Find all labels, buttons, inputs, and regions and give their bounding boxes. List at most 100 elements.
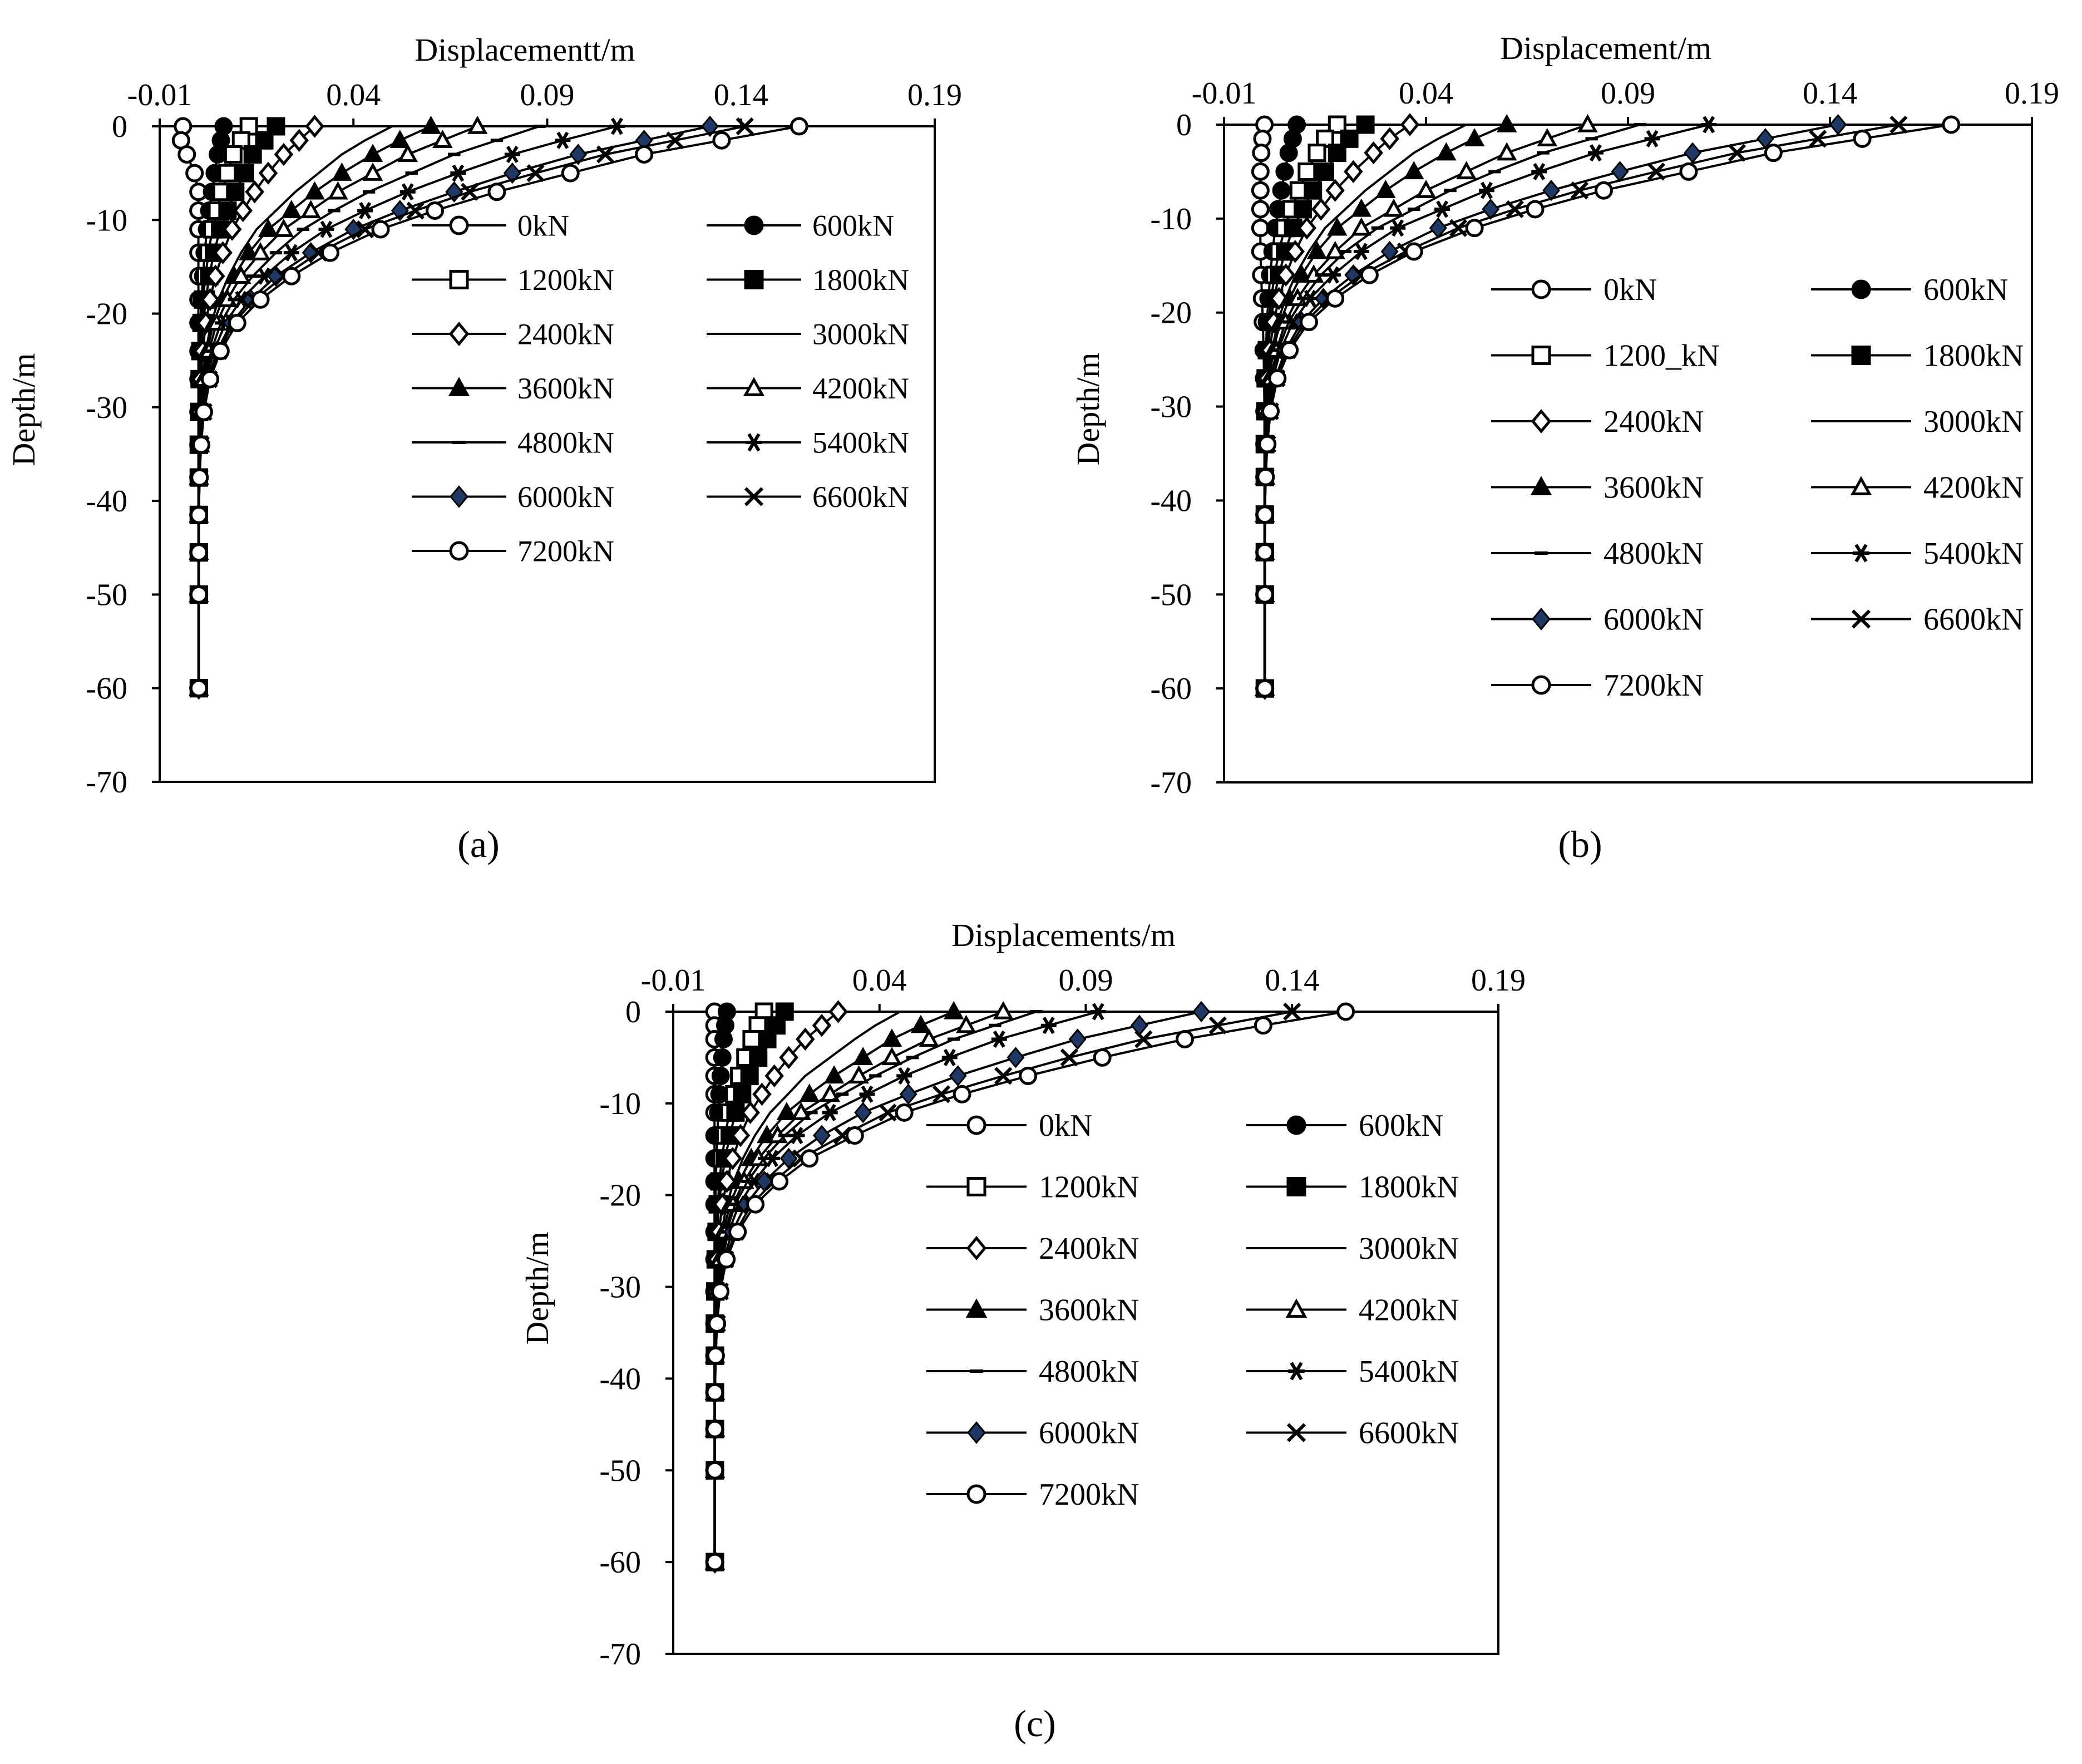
legend-item: 4800kN [1491,536,1704,571]
data-point [1326,289,1345,308]
data-point [812,1125,831,1146]
y-tick-label: -50 [1150,578,1192,612]
data-point [1684,142,1702,164]
data-point [206,264,225,288]
data-point [701,115,719,137]
data-point [1829,114,1847,136]
data-point [752,1082,772,1106]
x-tick-label: -0.01 [127,78,193,112]
data-point [226,183,245,201]
data-point [881,1047,902,1066]
legend-label: 6600kN [1359,1416,1459,1451]
data-point [426,201,445,220]
legend-label: 3600kN [517,372,614,405]
series-7200kN [1255,115,1961,698]
data-point [283,244,299,262]
data-point [467,115,488,134]
legend-item: 4200kN [1246,1293,1459,1328]
data-point [1701,116,1717,134]
data-point [1007,1047,1025,1068]
data-point [1353,243,1369,260]
data-point [487,183,506,201]
data-point [1594,181,1613,200]
data-point [1316,162,1334,181]
y-tick-label: -70 [1150,766,1192,800]
data-point [706,1346,725,1365]
data-point [791,1102,812,1121]
data-point [362,144,383,162]
legend-item: 7200kN [1491,668,1704,703]
data-point [189,505,208,524]
data-point [189,543,208,562]
legend-marker [1530,476,1552,495]
legend-item: 4200kN [707,372,909,405]
x-tick-label: 0.19 [907,78,962,112]
data-point [445,181,463,203]
legend-item: 600kN [1811,273,2008,307]
data-point [710,1085,729,1103]
data-point [461,183,479,201]
series-7200kN [189,117,808,698]
data-point [1306,240,1328,259]
data-point [666,131,684,150]
legend-label: 1800kN [1923,339,2024,373]
legend: 0kN 600kN 1200kN 1800kN 2400kN 3000kN 3600kN 42… [926,1108,1459,1512]
data-point [989,1023,1001,1027]
data-point [1068,1028,1087,1050]
data-point [1252,144,1271,162]
data-point [859,1085,875,1103]
data-point [770,1172,789,1191]
legend-marker [966,1177,986,1196]
legend-label: 6000kN [517,480,614,514]
data-point [1093,1048,1112,1067]
data-point [1279,144,1298,162]
data-point [1272,181,1291,200]
data-point [1283,1002,1301,1021]
legend-label: 4800kN [1604,536,1704,571]
data-point [822,1103,838,1121]
legend-item: 600kN [707,209,894,242]
data-point [405,171,418,175]
x-tick-label: 0.09 [1601,76,1655,111]
data-point [450,164,466,182]
data-point [504,145,520,164]
legend-item: 3000kN [1811,405,2024,439]
legend-label: 1200kN [517,263,614,297]
data-point [1327,217,1348,236]
data-point [758,1029,777,1048]
legend-item: 3600kN [412,372,614,405]
legend-label: 7200kN [1039,1477,1139,1512]
y-tick-label: -20 [599,1179,641,1213]
data-point [596,145,615,164]
legend-label: 7200kN [517,534,614,568]
y-tick-label: -50 [599,1453,641,1488]
data-point [757,1156,771,1160]
legend: 0kN 600kN 1200kN 1800kN 2400kN 3000kN 3600kN 42… [412,209,909,568]
data-point [1526,200,1545,219]
data-point [949,1065,967,1087]
data-point [213,241,233,264]
legend-marker [448,322,470,346]
data-point [764,1064,784,1088]
data-point [805,1111,818,1115]
legend-marker [450,485,468,508]
data-point [362,162,383,181]
x-tick-label: 0.04 [852,963,907,998]
data-point [555,131,571,149]
data-point [1644,130,1660,147]
data-point [1297,162,1316,181]
data-point [711,1282,730,1301]
data-point [282,267,301,285]
legend-label: 2400kN [517,317,614,351]
data-point [208,145,227,164]
data-point [328,181,348,200]
data-point [533,125,546,128]
legend-item: 3000kN [707,317,909,351]
data-point [1340,129,1359,148]
data-point [1482,198,1500,220]
data-point [177,145,196,164]
data-point [490,139,504,142]
data-point [246,274,259,278]
data-point [1375,180,1396,198]
legend-item: 7200kN [926,1477,1139,1512]
